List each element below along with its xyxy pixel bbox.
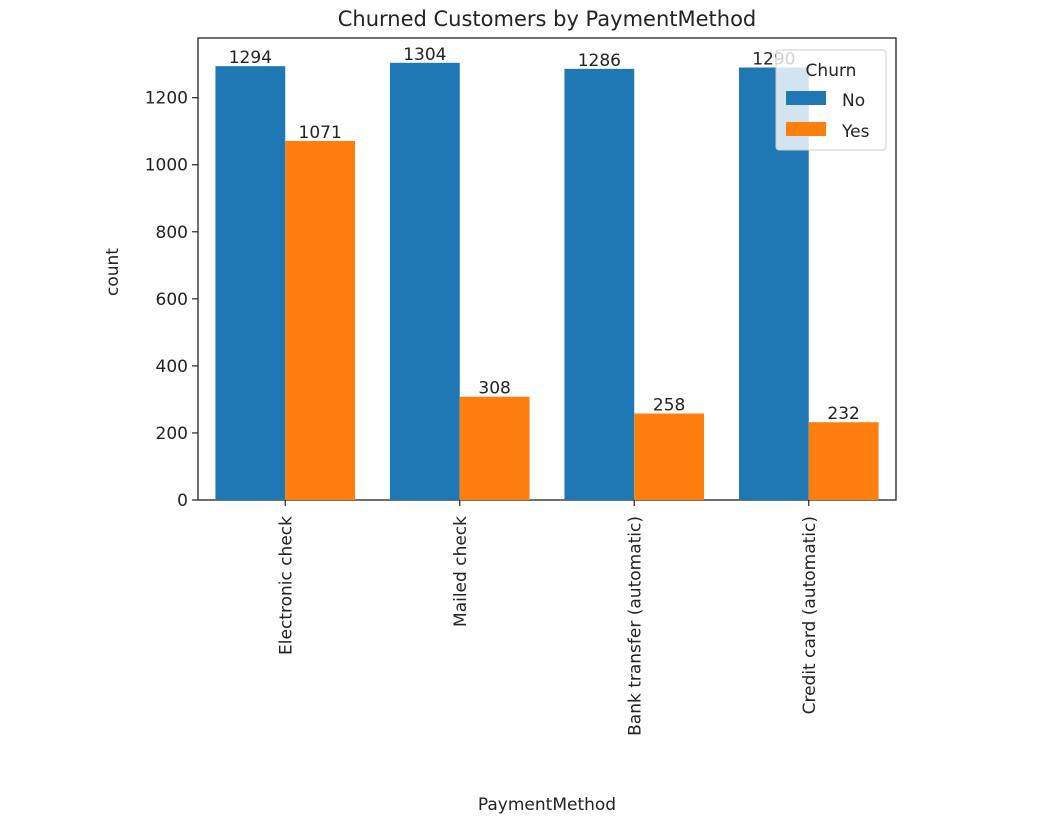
legend-swatch-yes (786, 122, 826, 136)
bars (215, 62, 879, 501)
x-tick-label: Bank transfer (automatic) (625, 516, 645, 736)
y-tick-label: 200 (156, 424, 188, 444)
data-label: 308 (478, 379, 510, 399)
bar-no-bank-transfer-automatic (564, 68, 635, 501)
y-tick-label: 600 (156, 290, 188, 310)
y-axis-ticks: 0 200 400 600 800 1000 1200 (145, 89, 198, 511)
data-label: 1286 (578, 51, 621, 71)
y-tick-label: 1000 (145, 156, 188, 176)
legend-swatch-no (786, 91, 826, 105)
y-tick-label: 1200 (145, 89, 188, 109)
bar-no-mailed-check (389, 62, 460, 500)
x-tick-label: Credit card (automatic) (800, 516, 820, 714)
data-label: 258 (653, 396, 685, 416)
bar-yes-credit-card-automatic (808, 422, 879, 500)
x-tick-label: Mailed check (451, 516, 471, 627)
data-label: 1071 (299, 123, 342, 143)
bar-yes-bank-transfer-automatic (634, 413, 705, 500)
x-axis-label: PaymentMethod (478, 795, 616, 815)
data-label: 232 (827, 404, 859, 424)
bar-yes-mailed-check (459, 396, 530, 500)
legend-title: Churn (806, 61, 857, 81)
data-label: 1304 (403, 45, 446, 65)
y-tick-label: 0 (177, 491, 188, 511)
x-axis-ticks: Electronic check Mailed check Bank transfe… (276, 500, 820, 736)
legend: Churn No Yes (775, 49, 887, 151)
y-axis-label: count (103, 248, 123, 296)
y-tick-label: 800 (156, 223, 188, 243)
bar-no-electronic-check (215, 66, 286, 501)
legend-label-yes: Yes (841, 122, 870, 142)
bar-yes-electronic-check (285, 140, 356, 500)
x-tick-label: Electronic check (276, 516, 296, 655)
y-tick-label: 400 (156, 357, 188, 377)
data-label: 1294 (229, 48, 272, 68)
chart-title: Churned Customers by PaymentMethod (338, 7, 757, 31)
plot-area (197, 37, 897, 501)
legend-label-no: No (842, 91, 865, 111)
